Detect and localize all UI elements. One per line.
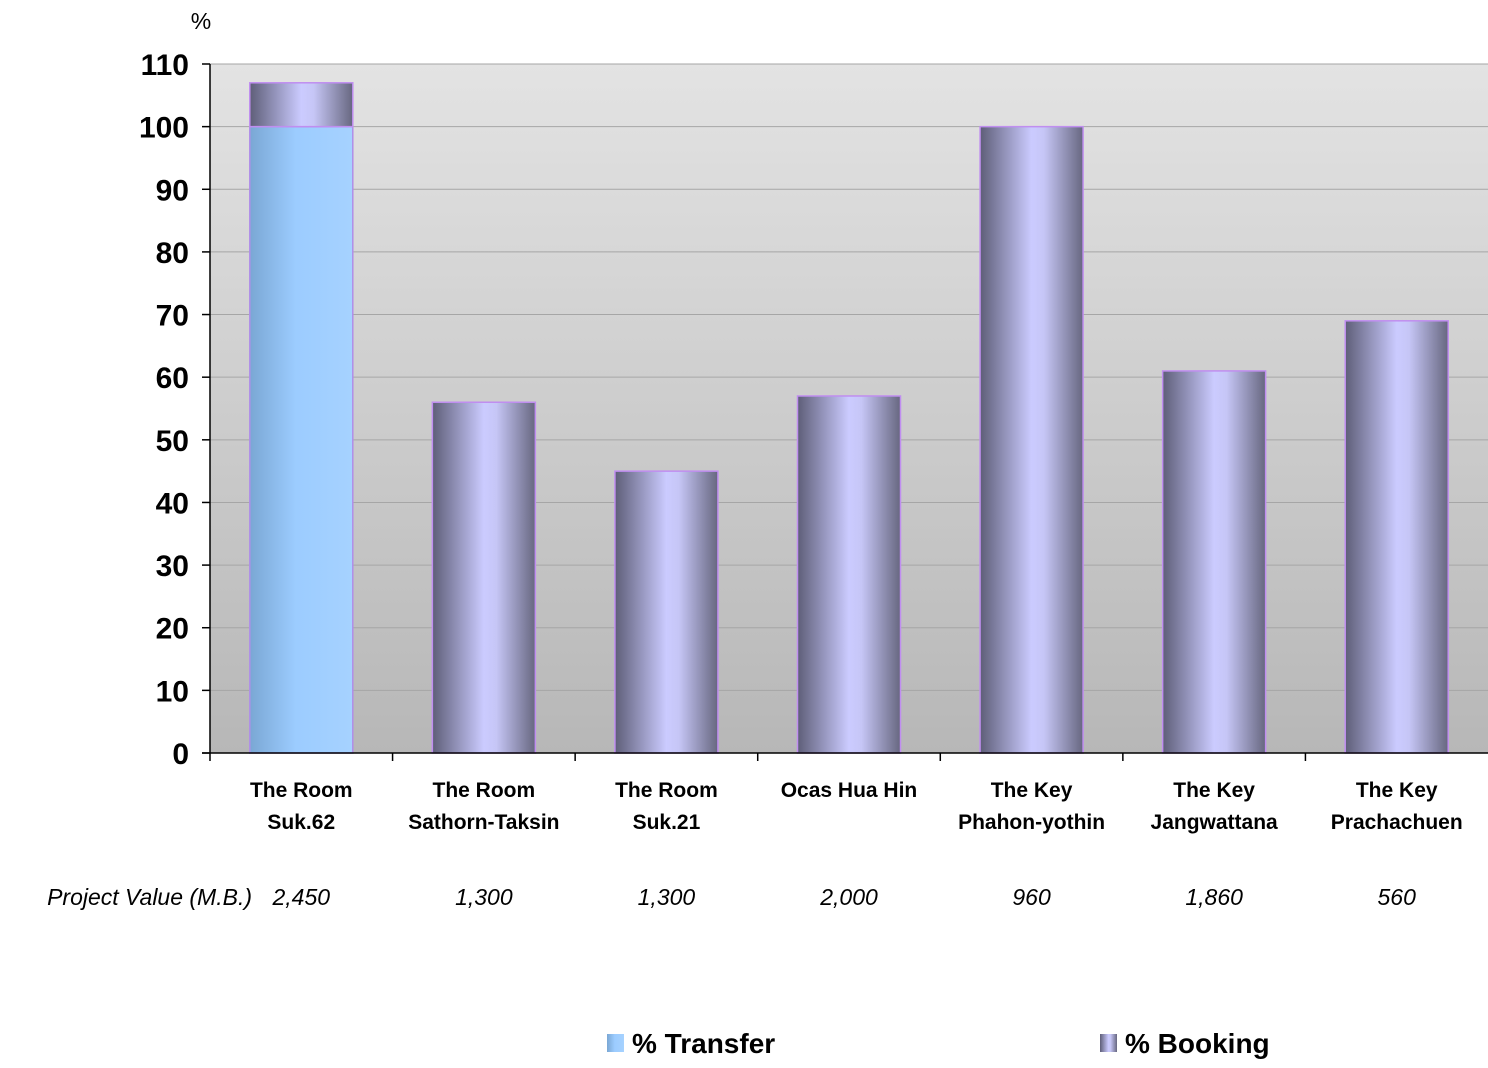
bar-transfer [249, 125, 354, 754]
axes [202, 63, 1488, 761]
y-tick-label: 10 [156, 675, 189, 708]
y-tick-label: 20 [156, 613, 189, 646]
x-category-label: The Room Suk.62 [250, 779, 353, 834]
y-tick-label: 50 [156, 425, 189, 458]
project-value-row: 2,450 1,300 1,300 2,000 960 1,860 560 [272, 884, 1417, 910]
bar-booking [1344, 320, 1449, 754]
project-value-label: Project Value (M.B.) [47, 884, 252, 910]
legend-swatch-transfer [607, 1034, 624, 1052]
y-tick-label: 40 [156, 487, 189, 520]
bar-booking [979, 125, 1084, 754]
y-tick-label: 60 [156, 362, 189, 395]
x-category-label: The Room Sathorn-Taksin [408, 779, 559, 834]
legend-item-transfer: % Transfer [607, 1028, 775, 1059]
y-axis-unit-label: % [191, 8, 211, 34]
project-value: 960 [1012, 884, 1051, 910]
project-value: 1,860 [1185, 884, 1243, 910]
x-category-label: Ocas Hua Hin [781, 779, 918, 802]
y-tick-label: 110 [141, 49, 189, 82]
y-tick-label: 0 [172, 738, 189, 771]
legend-item-booking: % Booking [1100, 1028, 1270, 1059]
bar-booking [431, 401, 537, 754]
legend-label-booking: % Booking [1125, 1028, 1270, 1059]
legend-label-transfer: % Transfer [632, 1028, 775, 1059]
bar-booking [796, 395, 902, 754]
project-value: 2,450 [272, 884, 331, 910]
project-value: 560 [1378, 884, 1417, 910]
x-axis-category-labels: The Room Suk.62 The Room Sathorn-Taksin The … [250, 779, 1463, 834]
bar-booking [614, 470, 719, 754]
legend: % Transfer % Booking [607, 1028, 1270, 1059]
y-axis-tick-labels: 0 10 20 30 40 50 60 70 80 90 100 110 [139, 49, 189, 771]
y-tick-label: 90 [156, 174, 189, 207]
project-value: 2,000 [819, 884, 878, 910]
y-tick-label: 80 [156, 237, 189, 270]
x-category-label: The Key Phahon-yothin [958, 779, 1105, 834]
y-tick-label: 100 [139, 112, 189, 145]
x-category-label: The Room Suk.21 [615, 779, 718, 834]
y-tick-label: 70 [156, 300, 189, 333]
project-value: 1,300 [638, 884, 696, 910]
bar-booking [1161, 370, 1267, 754]
x-category-label: The Key Prachachuen [1331, 779, 1463, 834]
bars [249, 82, 1449, 754]
y-tick-label: 30 [156, 550, 189, 583]
bar-booking [249, 82, 354, 128]
legend-swatch-booking [1100, 1034, 1117, 1052]
project-value: 1,300 [455, 884, 513, 910]
x-category-label: The Key Jangwattana [1151, 779, 1279, 834]
